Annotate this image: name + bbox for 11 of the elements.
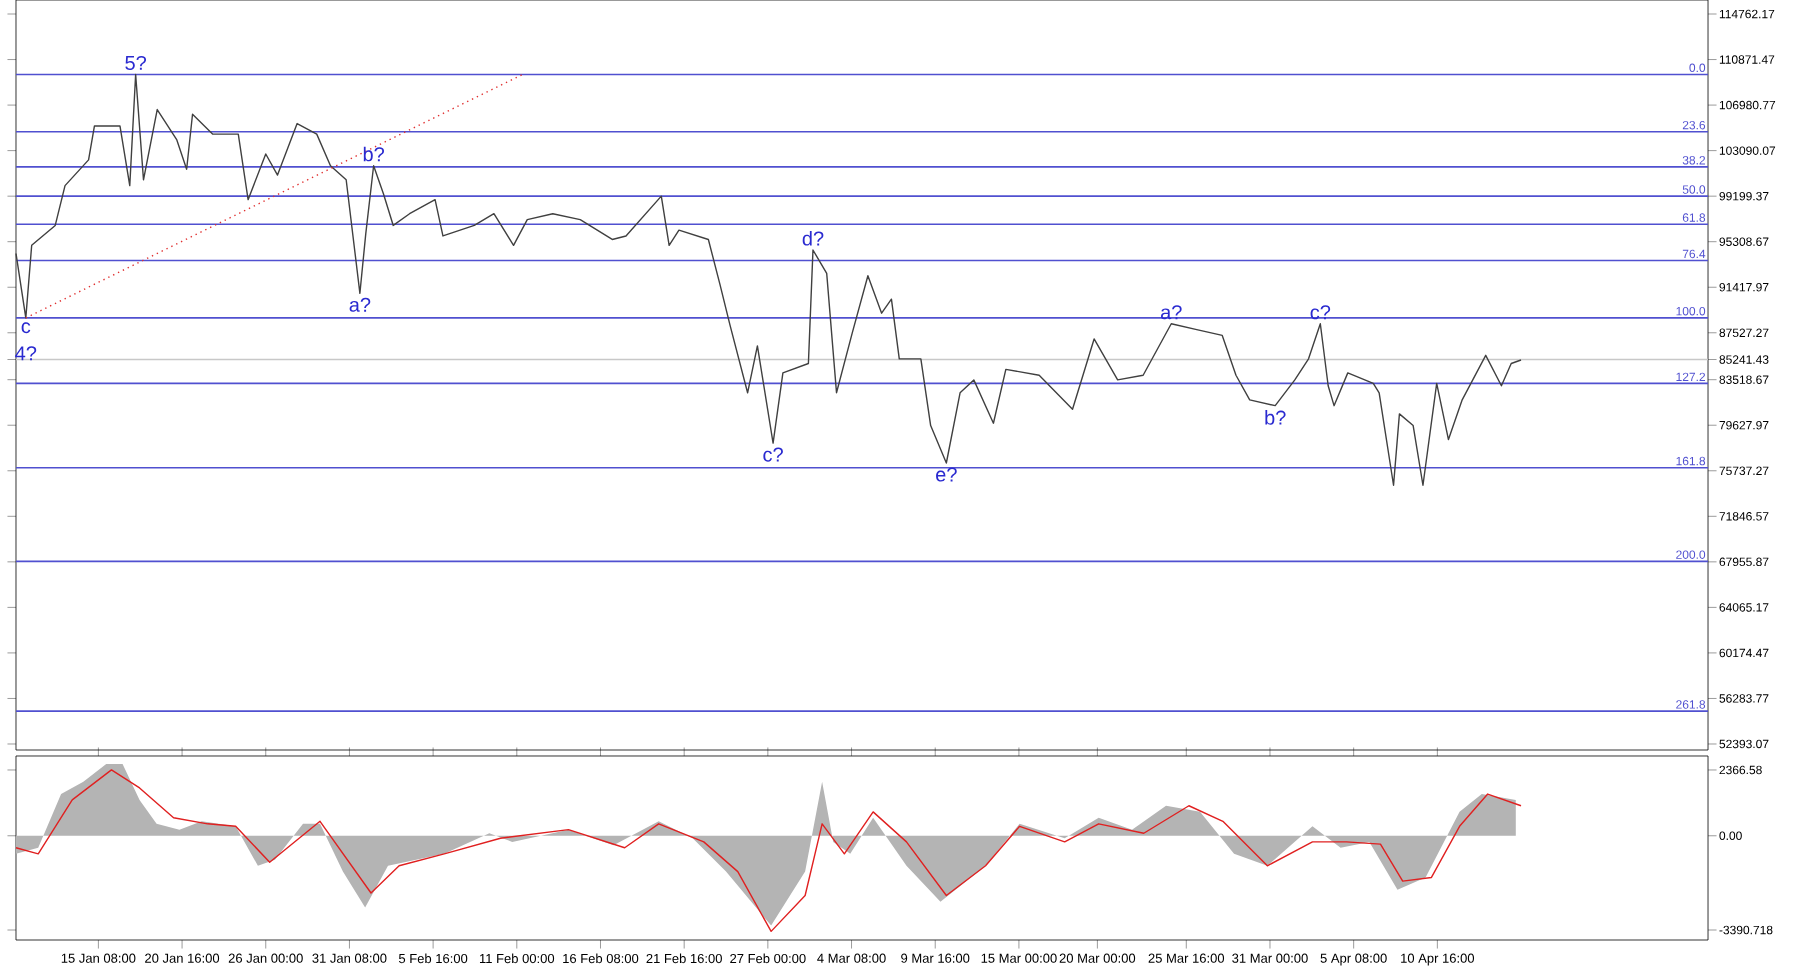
annotation: e?: [936, 467, 957, 482]
annotation: a?: [1160, 305, 1182, 320]
annotation: c?: [1310, 305, 1331, 320]
annotation: 5?: [125, 55, 147, 71]
annotation: d?: [802, 230, 824, 246]
annotation: 4?: [15, 346, 37, 361]
annotation: b?: [1265, 410, 1286, 425]
annotation: c?: [763, 447, 783, 462]
annotation: a?: [349, 297, 371, 312]
annotation: c: [21, 322, 31, 334]
annotation: b?: [363, 146, 384, 162]
